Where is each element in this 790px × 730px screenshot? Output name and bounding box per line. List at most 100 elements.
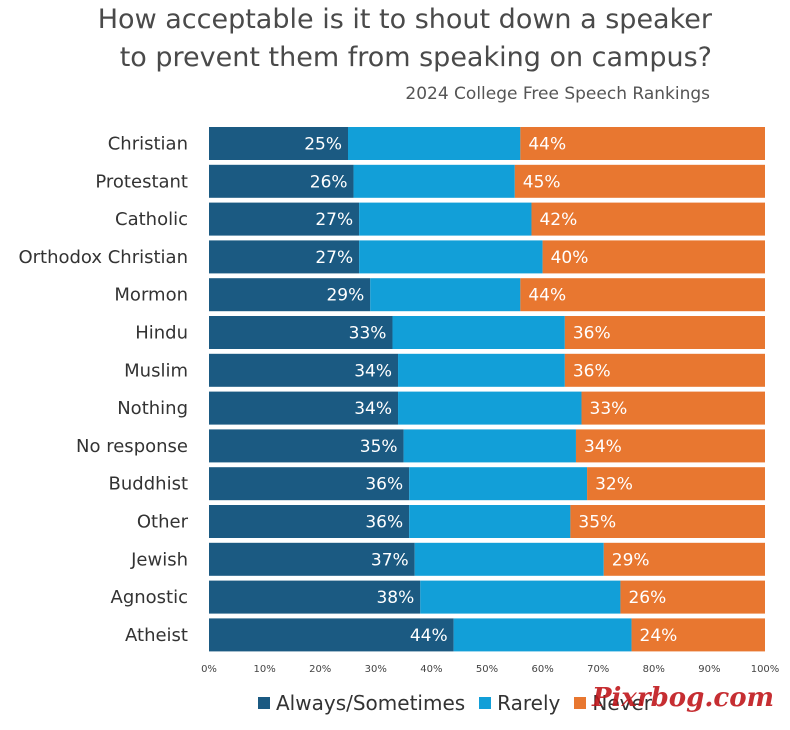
bar-never-buddhist [587,467,765,501]
value-label-always-buddhist: 36% [365,475,403,495]
x-tick-label-9: 90% [698,664,720,675]
bar-never-agnostic [620,580,765,614]
bar-never-other [570,505,765,538]
value-label-always-nothing: 34% [354,399,392,419]
x-tick-label-3: 30% [365,664,387,675]
bar-never-orthodox-christian [542,240,765,274]
bar-rarely-mormon [370,278,521,312]
bar-rarely-nothing [398,391,582,425]
value-label-always-no-response: 35% [360,437,398,457]
category-label-orthodox-christian: Orthodox Christian [18,247,188,268]
bar-rarely-no-response [403,429,576,463]
chart-title-line-2: to prevent them from speaking on campus? [119,42,712,73]
bar-always-other [209,505,410,538]
bar-always-hindu [209,316,393,349]
legend-item-never: Never [574,691,652,715]
value-label-never-agnostic: 26% [628,588,666,608]
chart-legend: Always/Sometimes Rarely Never [258,688,652,718]
x-tick-label-8: 80% [643,664,665,675]
category-label-nothing: Nothing [117,398,188,419]
value-label-never-atheist: 24% [640,626,678,646]
legend-item-always: Always/Sometimes [258,691,465,715]
bar-always-agnostic [209,580,421,614]
value-label-never-orthodox-christian: 40% [551,248,589,268]
category-label-jewish: Jewish [130,549,188,570]
bar-always-mormon [209,278,371,312]
bar-never-christian [520,127,765,160]
bar-never-jewish [603,542,765,576]
category-label-protestant: Protestant [95,171,188,192]
x-tick-label-10: 100% [751,664,780,675]
x-tick-label-0: 0% [201,664,217,675]
value-label-always-muslim: 34% [354,361,392,381]
legend-swatch-never [574,697,587,709]
value-label-never-nothing: 33% [590,399,628,419]
legend-swatch-always [258,697,270,709]
value-label-always-christian: 25% [304,135,342,155]
x-tick-label-2: 20% [309,664,331,675]
category-label-mormon: Mormon [114,285,188,306]
bar-rarely-buddhist [409,467,588,501]
bar-rarely-christian [348,127,521,160]
value-label-never-catholic: 42% [539,210,577,230]
bar-rarely-muslim [398,353,565,387]
bar-rarely-agnostic [420,580,621,614]
value-label-always-jewish: 37% [371,550,409,570]
legend-item-rarely: Rarely [479,691,560,715]
category-label-muslim: Muslim [124,360,188,381]
category-label-buddhist: Buddhist [109,474,188,495]
value-label-never-hindu: 36% [573,324,611,344]
x-tick-label-5: 50% [476,664,498,675]
bar-rarely-catholic [359,202,532,236]
legend-label-rarely: Rarely [497,691,561,715]
value-label-always-mormon: 29% [326,286,364,306]
bar-always-atheist [209,618,454,652]
x-tick-label-7: 70% [587,664,609,675]
bar-always-orthodox-christian [209,240,360,274]
bar-always-christian [209,127,348,160]
bar-never-no-response [575,429,765,463]
value-label-never-buddhist: 32% [595,475,633,495]
value-label-always-protestant: 26% [310,172,348,192]
x-tick-label-6: 60% [531,664,553,675]
watermark-logo: Pixrbog.com [592,683,775,713]
bar-always-jewish [209,542,415,576]
category-label-catholic: Catholic [115,209,188,230]
value-label-always-orthodox-christian: 27% [315,248,353,268]
value-label-never-protestant: 45% [523,172,561,192]
bar-never-catholic [531,202,765,236]
bar-never-protestant [514,164,765,198]
chart-title-line-1: How acceptable is it to shout down a spe… [97,4,712,35]
stacked-bar-chart: Christian 25% 44% Protestant 26% 45% Catholic 2… [18,127,780,675]
bar-never-nothing [581,391,765,425]
bar-always-muslim [209,353,399,387]
category-label-other: Other [137,512,189,533]
value-label-never-christian: 44% [528,135,566,155]
value-label-never-mormon: 44% [528,286,566,306]
bar-never-muslim [564,353,765,387]
bar-always-catholic [209,202,360,236]
chart-subtitle: 2024 College Free Speech Rankings [405,84,710,104]
legend-label-always: Always/Sometimes [276,691,466,715]
value-label-never-jewish: 29% [612,550,650,570]
value-label-never-muslim: 36% [573,361,611,381]
value-label-always-catholic: 27% [315,210,353,230]
bar-never-hindu [564,316,765,349]
legend-swatch-rarely [479,697,492,709]
category-label-atheist: Atheist [125,625,188,646]
value-label-always-hindu: 33% [349,324,387,344]
bar-rarely-protestant [353,164,515,198]
bar-never-atheist [631,618,765,652]
category-label-no-response: No response [76,436,188,457]
bar-rarely-atheist [453,618,632,652]
value-label-never-no-response: 34% [584,437,622,457]
bar-always-protestant [209,164,354,198]
bar-rarely-hindu [392,316,565,349]
category-label-hindu: Hindu [135,323,188,344]
x-tick-label-4: 40% [420,664,442,675]
bar-rarely-other [409,505,571,538]
category-label-agnostic: Agnostic [111,587,189,608]
value-label-always-atheist: 44% [410,626,448,646]
value-label-always-agnostic: 38% [376,588,414,608]
value-label-never-other: 35% [578,513,616,533]
